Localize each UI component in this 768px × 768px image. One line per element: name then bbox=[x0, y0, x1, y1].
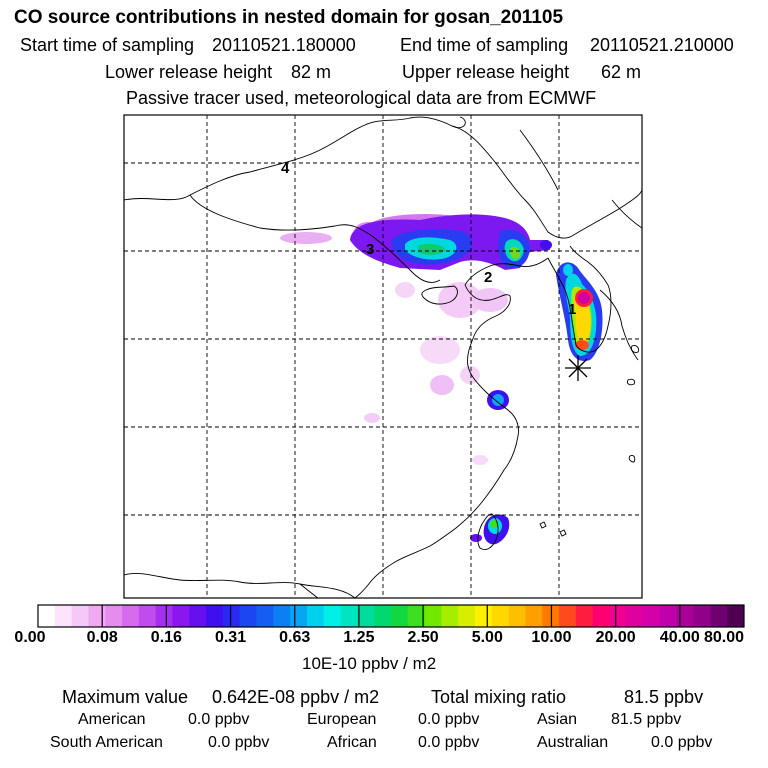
colorbar-tick-label: 5.00 bbox=[471, 629, 503, 646]
colorbar-frame bbox=[37, 604, 745, 628]
colorbar-tick-label: 0.08 bbox=[86, 629, 118, 646]
marker-4: 4 bbox=[281, 160, 290, 177]
colorbar-tick-label: 2.50 bbox=[407, 629, 439, 646]
colorbar-swatch bbox=[323, 605, 341, 627]
colorbar-unit: 10E-10 ppbv / m2 bbox=[302, 654, 437, 673]
colorbar-swatch bbox=[122, 605, 140, 627]
region-value-european: 0.0 ppbv bbox=[418, 711, 480, 728]
colorbar-swatch bbox=[256, 605, 274, 627]
colorbar-swatch bbox=[643, 605, 661, 627]
colorbar bbox=[37, 604, 745, 628]
marker-2: 2 bbox=[484, 269, 492, 286]
map-frame bbox=[123, 114, 643, 599]
colorbar-tick-label: 0.63 bbox=[279, 629, 311, 646]
region-value-australian: 0.0 ppbv bbox=[651, 734, 713, 751]
colorbar-tick-label: 0.16 bbox=[150, 629, 182, 646]
colorbar-swatch bbox=[172, 605, 190, 627]
region-name-asian: Asian bbox=[537, 711, 578, 728]
colorbar-swatch bbox=[71, 605, 89, 627]
colorbar-swatch bbox=[441, 605, 459, 627]
korea-plume bbox=[556, 262, 603, 362]
taiwan-plume bbox=[470, 514, 510, 545]
colorbar-swatch bbox=[155, 605, 173, 627]
shanghai-plume bbox=[487, 390, 509, 410]
colorbar-swatch bbox=[592, 605, 610, 627]
colorbar-swatch bbox=[239, 605, 257, 627]
colorbar-swatch bbox=[306, 605, 325, 627]
colorbar-swatch bbox=[659, 605, 678, 627]
lower-height-label: Lower release height bbox=[105, 62, 273, 82]
colorbar-swatch bbox=[88, 605, 106, 627]
colorbar-tick-label: 20.00 bbox=[595, 629, 636, 646]
colorbar-tick-label: 1.25 bbox=[343, 629, 375, 646]
region-value-african: 0.0 ppbv bbox=[418, 734, 480, 751]
region-name-australian: Australian bbox=[537, 734, 609, 751]
colorbar-tick-label: 10.00 bbox=[531, 629, 572, 646]
coastlines bbox=[124, 116, 642, 598]
end-time-value: 20110521.210000 bbox=[590, 35, 734, 55]
lower-height-value: 82 m bbox=[291, 62, 332, 82]
colorbar-swatch bbox=[54, 605, 73, 627]
colorbar-swatch bbox=[189, 605, 207, 627]
colorbar-swatch bbox=[508, 605, 526, 627]
colorbar-swatch bbox=[727, 605, 745, 627]
colorbar-swatch bbox=[609, 605, 627, 627]
tracer-note: Passive tracer used, meteorological data… bbox=[126, 88, 597, 108]
colorbar-swatch bbox=[626, 605, 644, 627]
receptor-star-icon bbox=[565, 355, 591, 381]
colorbar-swatch bbox=[710, 605, 728, 627]
colorbar-swatch bbox=[693, 605, 711, 627]
colorbar-tick-label: 0.31 bbox=[214, 629, 247, 646]
colorbar-swatch bbox=[491, 605, 510, 627]
grid-lines bbox=[124, 115, 642, 598]
total-mixing-value: 81.5 ppbv bbox=[624, 687, 704, 707]
colorbar-swatch bbox=[525, 605, 543, 627]
max-value: 0.642E-08 ppbv / m2 bbox=[212, 687, 380, 707]
upper-height-value: 62 m bbox=[601, 62, 642, 82]
marker-3: 3 bbox=[366, 241, 374, 258]
colorbar-tick-label: 0.00 bbox=[14, 629, 46, 646]
colorbar-swatch bbox=[575, 605, 594, 627]
colorbar-swatch bbox=[357, 605, 375, 627]
colorbar-swatch bbox=[290, 605, 308, 627]
start-time-label: Start time of sampling bbox=[20, 35, 195, 55]
colorbar-swatch bbox=[105, 605, 123, 627]
upper-height-label: Upper release height bbox=[402, 62, 570, 82]
colorbar-swatch bbox=[222, 605, 241, 627]
max-value-label: Maximum value bbox=[62, 687, 189, 707]
colorbar-swatch bbox=[273, 605, 291, 627]
map-title: CO source contributions in nested domain… bbox=[14, 7, 564, 28]
colorbar-swatch bbox=[407, 605, 426, 627]
colorbar-swatch bbox=[559, 605, 577, 627]
colorbar-swatch bbox=[374, 605, 392, 627]
total-mixing-label: Total mixing ratio bbox=[431, 687, 567, 707]
colorbar-swatch bbox=[38, 605, 56, 627]
colorbar-swatch bbox=[391, 605, 409, 627]
colorbar-swatch bbox=[475, 605, 493, 627]
region-value-american: 0.0 ppbv bbox=[188, 711, 250, 728]
start-time-value: 20110521.180000 bbox=[212, 35, 356, 55]
marker-1: 1 bbox=[568, 301, 576, 318]
colorbar-tick-label: 80.00 bbox=[703, 629, 745, 646]
colorbar-swatch bbox=[138, 605, 157, 627]
map-area bbox=[124, 115, 642, 598]
region-name-american: American bbox=[78, 711, 146, 728]
colorbar-tick-label: 40.00 bbox=[659, 629, 700, 646]
end-time-label: End time of sampling bbox=[400, 35, 569, 55]
northern-plume bbox=[350, 214, 552, 270]
region-name-south-american: South American bbox=[50, 734, 163, 751]
region-name-african: African bbox=[327, 734, 377, 751]
colorbar-swatch bbox=[206, 605, 224, 627]
colorbar-swatch bbox=[676, 605, 694, 627]
colorbar-swatch bbox=[424, 605, 442, 627]
colorbar-swatch bbox=[458, 605, 476, 627]
region-value-asian: 81.5 ppbv bbox=[611, 711, 682, 728]
region-name-european: European bbox=[307, 711, 377, 728]
colorbar-swatch bbox=[340, 605, 358, 627]
region-value-south-american: 0.0 ppbv bbox=[208, 734, 270, 751]
